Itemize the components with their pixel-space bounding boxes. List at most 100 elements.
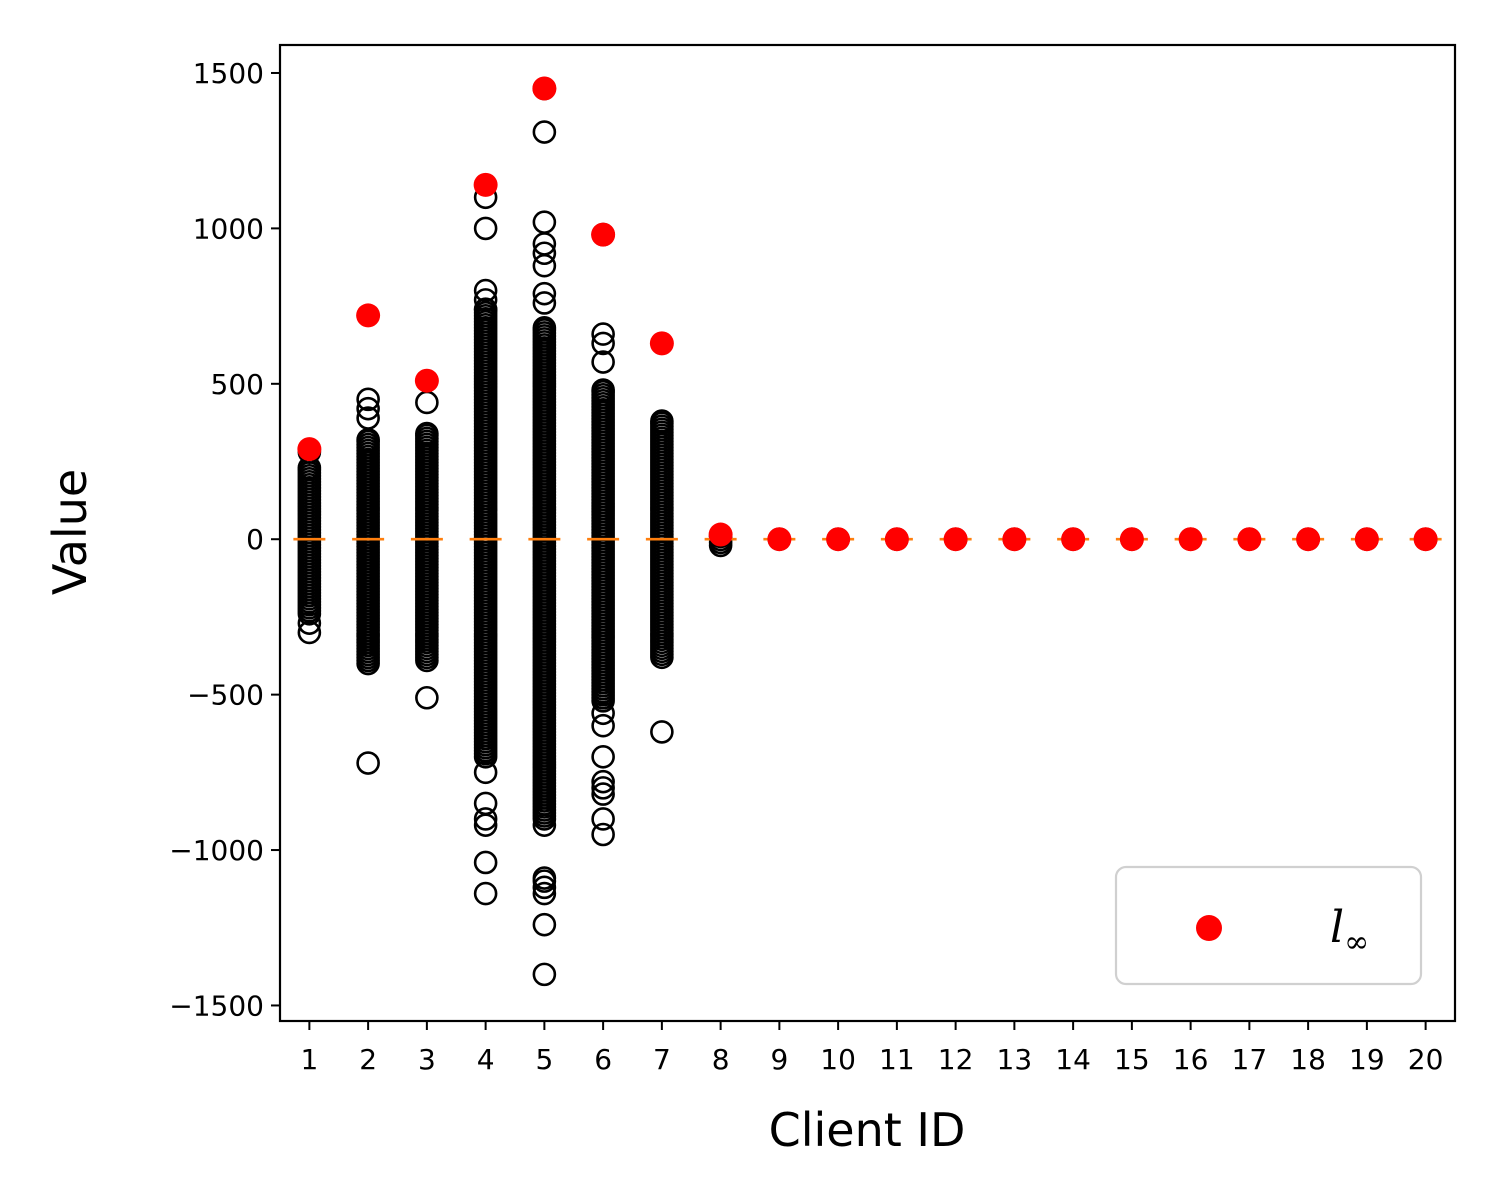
outlier-point — [297, 620, 322, 645]
linf-point — [1178, 527, 1203, 552]
x-tick-label: 12 — [938, 1043, 974, 1076]
x-tick-label: 6 — [594, 1043, 612, 1076]
x-tick-label: 19 — [1349, 1043, 1385, 1076]
outlier-point — [591, 776, 615, 800]
outlier-point — [532, 875, 557, 900]
linf-point — [591, 222, 616, 247]
outlier-point — [532, 881, 557, 906]
y-axis-title: Value — [43, 469, 97, 595]
outlier-point — [473, 278, 498, 303]
x-tick-label: 13 — [997, 1043, 1033, 1076]
outlier-point — [532, 253, 557, 278]
linf-point — [532, 76, 557, 101]
linf-point — [1354, 527, 1379, 552]
x-tick-label: 2 — [359, 1043, 377, 1076]
linf-point — [356, 303, 381, 328]
data-point — [473, 297, 498, 322]
linf-point — [1119, 527, 1144, 552]
x-tick-label: 9 — [770, 1043, 788, 1076]
outlier-point — [591, 807, 615, 831]
linf-point — [767, 527, 792, 552]
x-tick-label: 11 — [879, 1043, 915, 1076]
outlier-point — [591, 769, 615, 794]
outlier-point — [297, 611, 322, 635]
outlier-point — [532, 241, 557, 266]
linf-point — [1296, 527, 1321, 552]
outlier-point — [473, 216, 498, 241]
legend-marker — [1196, 915, 1222, 941]
outlier-point — [532, 291, 557, 315]
outlier-point — [356, 387, 380, 412]
x-tick-label: 20 — [1408, 1043, 1444, 1076]
outlier-point — [532, 912, 557, 937]
outlier-point — [591, 331, 615, 356]
x-tick-label: 17 — [1232, 1043, 1268, 1076]
outlier-point — [532, 869, 557, 893]
legend-box — [1114, 865, 1423, 986]
y-tick-label: 500 — [211, 368, 264, 401]
linf-point — [1413, 527, 1438, 552]
y-tick-label: −1000 — [169, 834, 264, 867]
y-tick-label: −1500 — [169, 989, 264, 1022]
x-tick-label: 16 — [1173, 1043, 1209, 1076]
outlier-point — [591, 322, 615, 346]
outlier-point — [591, 822, 615, 847]
x-tick-label: 4 — [477, 1043, 495, 1076]
x-tick-label: 10 — [820, 1043, 856, 1076]
outlier-point — [532, 281, 557, 306]
linf-point — [414, 368, 439, 393]
linf-point — [1002, 527, 1027, 552]
outlier-point — [650, 720, 674, 744]
linf-point — [473, 172, 498, 197]
linf-point — [1061, 527, 1086, 552]
linf-point — [826, 527, 851, 552]
outlier-point — [356, 406, 380, 430]
linf-point — [297, 437, 322, 462]
outlier-point — [356, 751, 380, 775]
outlier-point — [415, 685, 439, 710]
outlier-point — [532, 962, 557, 987]
outlier-point — [356, 396, 380, 421]
outlier-point — [591, 744, 615, 769]
x-tick-label: 8 — [712, 1043, 730, 1076]
outlier-point — [473, 813, 498, 837]
legend: l∞ — [1114, 865, 1423, 986]
linf-point — [649, 331, 674, 356]
linf-point — [943, 527, 968, 552]
data-point — [415, 421, 439, 446]
outlier-point — [473, 881, 498, 906]
outlier-point — [532, 120, 557, 144]
outlier-point — [473, 760, 498, 785]
x-tick-label: 1 — [300, 1043, 318, 1076]
y-tick-label: 0 — [246, 523, 264, 556]
x-tick-label: 5 — [535, 1043, 553, 1076]
y-tick-label: 1000 — [193, 212, 264, 245]
x-tick-label: 18 — [1290, 1043, 1326, 1076]
x-tick-label: 3 — [418, 1043, 436, 1076]
outlier-point — [473, 807, 498, 831]
data-point — [650, 409, 674, 433]
linf-point — [708, 522, 733, 547]
x-axis-title: Client ID — [769, 1103, 966, 1157]
plot-frame — [278, 43, 1457, 1023]
x-tick-label: 14 — [1055, 1043, 1091, 1076]
outlier-point — [532, 813, 557, 837]
outlier-point — [591, 350, 615, 374]
outlier-point — [591, 701, 615, 726]
plot-area — [293, 76, 1442, 987]
data-point — [532, 316, 557, 340]
data-point — [591, 378, 615, 402]
y-tick-label: 1500 — [193, 57, 264, 90]
outlier-point — [473, 288, 498, 312]
legend-label: l∞ — [1330, 902, 1369, 960]
outlier-point — [591, 782, 615, 806]
outlier-point — [473, 850, 498, 875]
x-tick-label: 15 — [1114, 1043, 1150, 1076]
linf-point — [884, 527, 909, 552]
y-tick-label: −500 — [187, 679, 264, 712]
outlier-point — [591, 713, 615, 738]
x-tick-label: 7 — [653, 1043, 671, 1076]
